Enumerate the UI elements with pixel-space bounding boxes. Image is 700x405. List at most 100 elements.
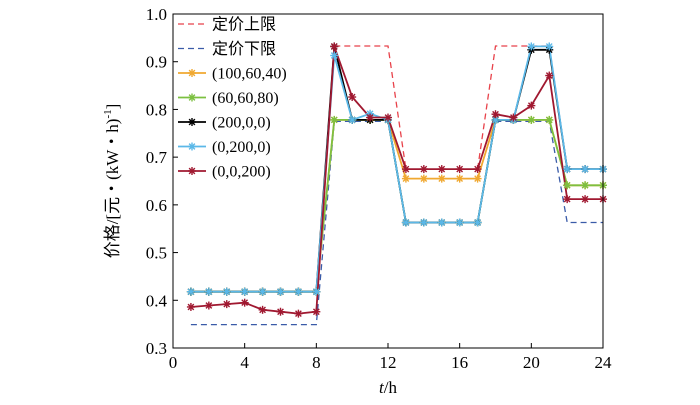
legend-label: (60,60,80) [212, 90, 279, 107]
series-5-point [294, 309, 303, 318]
y-tick-label: 0.6 [146, 196, 167, 215]
series-5-point [222, 300, 231, 309]
series-2-point [527, 115, 536, 124]
series-5-point [240, 298, 249, 307]
x-tick-label: 4 [240, 353, 249, 372]
series-5-point [276, 307, 285, 316]
series-5-point [312, 307, 321, 316]
legend-marker [188, 93, 196, 102]
x-tick-label: 20 [523, 353, 540, 372]
series-5-point [366, 113, 375, 122]
series-4-point [240, 287, 249, 296]
legend-label: 定价下限 [212, 40, 276, 58]
y-axis-label-main: 价格/[元・(kW・h) [103, 119, 122, 259]
legend-item: 定价下限 [178, 40, 276, 58]
series-4-point [527, 42, 536, 51]
series-4-point [294, 287, 303, 296]
series-4-point [276, 287, 285, 296]
series-4-point [437, 218, 446, 227]
series-4-point [473, 218, 482, 227]
y-tick-label: 0.9 [146, 53, 167, 72]
series-2-point [330, 115, 339, 124]
series-5-point [384, 113, 392, 122]
series-4-point [258, 287, 267, 296]
legend-item: (0,200,0) [178, 139, 271, 156]
series-line-5 [190, 46, 603, 315]
legend-label: (200,0,0) [212, 115, 271, 132]
series-5-point [581, 195, 590, 204]
x-tick-label: 24 [595, 353, 613, 372]
series-5-point [437, 165, 446, 174]
series-4-point [330, 51, 339, 60]
y-axis-label: 价格/[元・(kW・h)-1] [102, 104, 122, 259]
plot-markers [186, 42, 607, 318]
series-2-point [545, 115, 554, 124]
series-5-point [348, 93, 357, 102]
legend-marker [188, 167, 196, 175]
series-5-point [204, 301, 213, 310]
series-1-point [473, 174, 482, 183]
series-4-point [348, 115, 357, 124]
y-tick-label: 0.4 [146, 291, 168, 310]
legend-marker [188, 69, 196, 77]
x-axis-label-unit: /h [384, 378, 398, 397]
series-5-point [186, 302, 195, 311]
series-4-point [204, 287, 213, 296]
series-4-point [491, 115, 500, 124]
series-1-point [437, 174, 446, 183]
series-5-point [258, 305, 267, 314]
legend-marker [188, 118, 196, 126]
legend-marker [188, 142, 196, 151]
series-4-point [455, 218, 464, 227]
series-5-point [455, 165, 464, 174]
series-4-point [563, 165, 572, 174]
series-5-point [401, 165, 410, 174]
x-axis-label-variable: t [379, 378, 385, 397]
y-tick-label: 0.7 [146, 148, 168, 167]
y-tick-label: 0.3 [146, 339, 167, 358]
series-5-point [491, 110, 500, 119]
y-axis-label-superscript: -1 [102, 109, 114, 118]
x-tick-label: 16 [451, 353, 468, 372]
series-4-point [419, 218, 428, 227]
series-5-point [563, 195, 572, 204]
series-4-point [222, 287, 231, 296]
series-4-point [545, 42, 554, 51]
series-2-point [581, 181, 590, 190]
y-axis-label-close: ] [103, 104, 122, 110]
series-5-point [330, 42, 339, 51]
series-5-point [509, 113, 518, 122]
x-tick-label: 8 [312, 353, 321, 372]
series-5-point [545, 71, 554, 80]
y-tick-label: 1.0 [146, 5, 167, 24]
legend-item: (200,0,0) [178, 115, 271, 132]
x-tick-label: 12 [380, 353, 397, 372]
series-4-point [401, 218, 410, 227]
series-1-point [419, 174, 428, 183]
axes: 0 4 8 12 16 20 24 0.3 0.4 0.5 0.6 0.7 0.8 0.9 1.0 [146, 5, 612, 372]
x-axis-label: t/h [379, 378, 397, 397]
legend-label: 定价上限 [212, 16, 276, 34]
legend-label: (100,60,40) [212, 66, 287, 83]
series-1-point [401, 174, 410, 183]
y-tick-label: 0.5 [146, 244, 167, 263]
series-4-point [186, 287, 195, 296]
series-4-point [312, 287, 321, 296]
legend-label: (0,200,0) [212, 139, 271, 156]
series-1-point [455, 174, 464, 183]
legend-item: (100,60,40) [178, 66, 287, 83]
legend-item: 定价上限 [178, 16, 276, 34]
legend-item: (0,0,200) [178, 164, 271, 181]
legend-item: (60,60,80) [178, 90, 279, 107]
legend-label: (0,0,200) [212, 164, 271, 181]
series-5-point [473, 165, 482, 174]
series-2-point [563, 181, 572, 190]
series-5-point [419, 165, 428, 174]
y-tick-label: 0.8 [146, 100, 167, 119]
x-tick-label: 0 [169, 353, 178, 372]
series-4-point [581, 165, 590, 174]
series-5-point [527, 101, 536, 110]
